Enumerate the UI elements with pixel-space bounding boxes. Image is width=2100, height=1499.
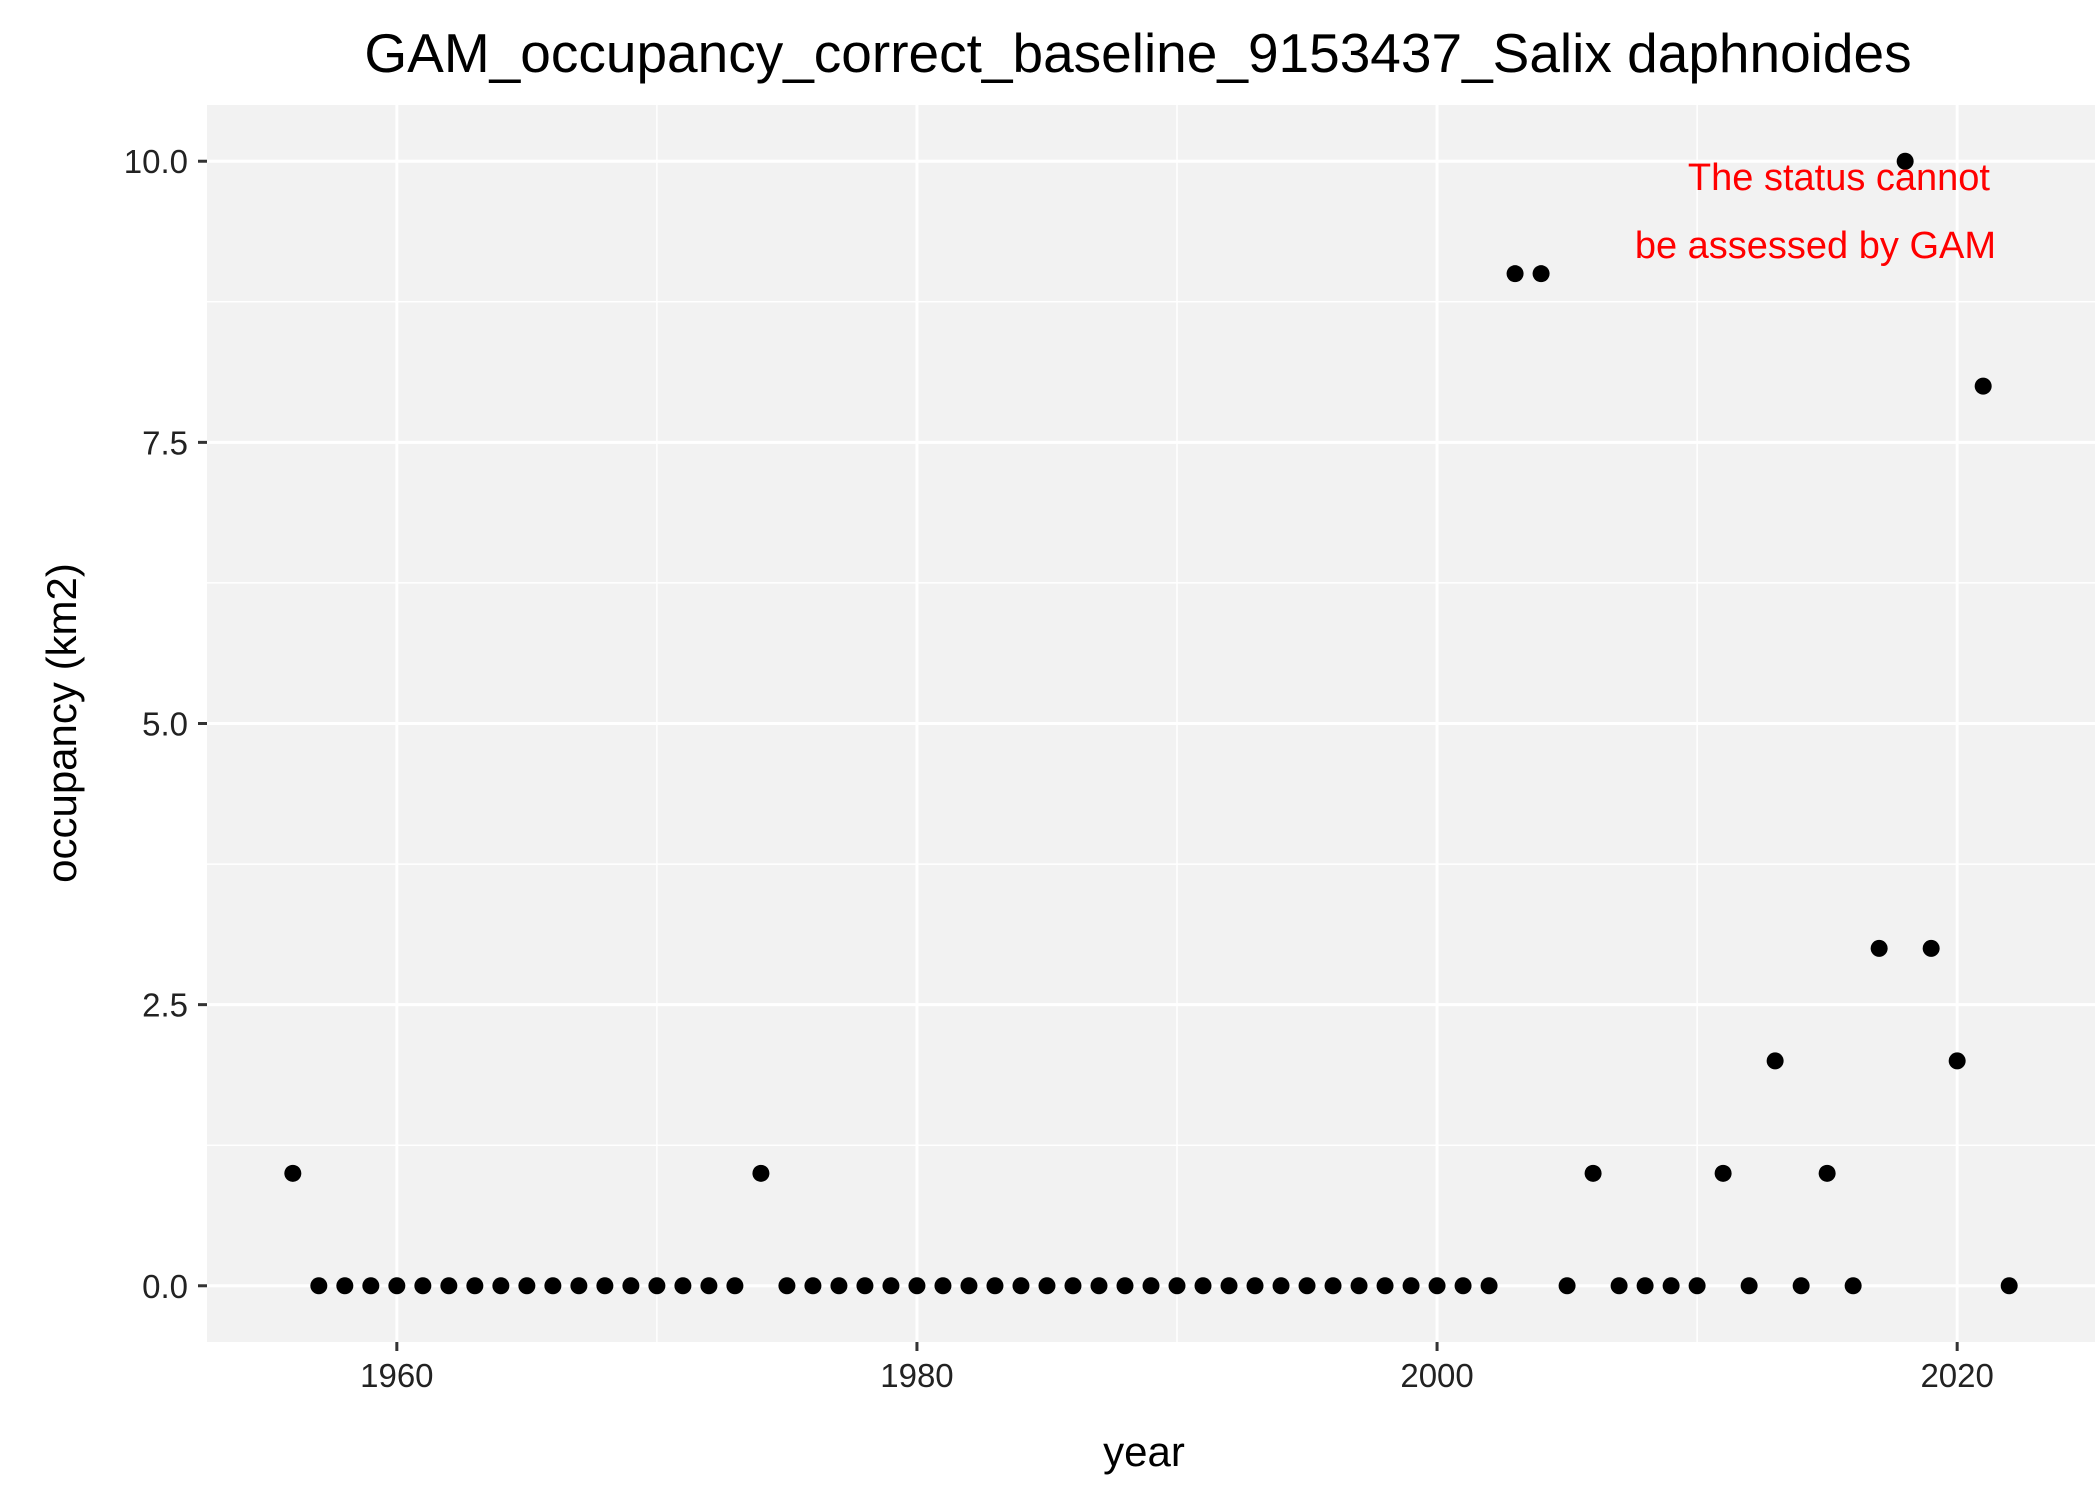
data-point: [1532, 265, 1550, 283]
data-point: [1480, 1277, 1498, 1295]
data-point: [1454, 1277, 1472, 1295]
data-point: [1688, 1277, 1706, 1295]
data-point: [1558, 1277, 1576, 1295]
chart-title: GAM_occupancy_correct_baseline_9153437_S…: [364, 22, 1911, 84]
data-point: [1402, 1277, 1420, 1295]
data-point: [492, 1277, 510, 1295]
data-point: [1090, 1277, 1108, 1295]
x-tick-label: 1960: [360, 1357, 433, 1394]
data-point: [934, 1277, 952, 1295]
data-point: [1012, 1277, 1030, 1295]
data-point: [1038, 1277, 1056, 1295]
y-axis-title: occupancy (km2): [38, 563, 85, 883]
data-point: [544, 1277, 562, 1295]
data-point: [726, 1277, 744, 1295]
data-point: [986, 1277, 1004, 1295]
data-point: [1714, 1164, 1732, 1182]
data-point: [1818, 1164, 1836, 1182]
data-point: [1636, 1277, 1654, 1295]
data-point: [388, 1277, 406, 1295]
data-point: [284, 1164, 302, 1182]
data-point: [830, 1277, 848, 1295]
data-point: [778, 1277, 796, 1295]
x-axis-title: year: [1103, 1428, 1185, 1475]
data-point: [882, 1277, 900, 1295]
data-point: [1610, 1277, 1628, 1295]
data-point: [752, 1164, 770, 1182]
data-point: [1298, 1277, 1316, 1295]
x-tick-label: 2020: [1920, 1357, 1993, 1394]
data-point: [648, 1277, 666, 1295]
data-point: [518, 1277, 536, 1295]
x-axis: 1960 1980 2000 2020: [360, 1342, 1994, 1394]
y-tick-label: 0.0: [142, 1268, 188, 1305]
data-point: [700, 1277, 718, 1295]
data-point: [1792, 1277, 1810, 1295]
data-point: [804, 1277, 822, 1295]
data-point: [1948, 1052, 1966, 1070]
data-point: [674, 1277, 692, 1295]
data-point: [856, 1277, 874, 1295]
y-tick-label: 7.5: [142, 424, 188, 461]
x-tick-label: 2000: [1400, 1357, 1473, 1394]
data-point: [1740, 1277, 1758, 1295]
data-point: [622, 1277, 640, 1295]
data-point: [570, 1277, 588, 1295]
y-tick-label: 10.0: [124, 143, 188, 180]
data-point: [310, 1277, 328, 1295]
data-point: [960, 1277, 978, 1295]
y-axis: 0.0 2.5 5.0 7.5 10.0: [124, 143, 207, 1305]
data-point: [1324, 1277, 1342, 1295]
data-point: [466, 1277, 484, 1295]
data-point: [596, 1277, 614, 1295]
data-point: [1870, 939, 1888, 957]
data-point: [1896, 152, 1914, 170]
data-point: [1168, 1277, 1186, 1295]
grid-major: [207, 105, 2095, 1342]
data-point: [1194, 1277, 1212, 1295]
data-point: [1428, 1277, 1446, 1295]
data-point: [440, 1277, 458, 1295]
data-point: [1246, 1277, 1264, 1295]
annotation-line-1: The status cannot: [1688, 157, 1991, 199]
data-point: [1584, 1164, 1602, 1182]
data-point: [1506, 265, 1524, 283]
data-point: [1272, 1277, 1290, 1295]
y-tick-label: 5.0: [142, 706, 188, 743]
data-point: [414, 1277, 432, 1295]
data-point: [1116, 1277, 1134, 1295]
data-point: [336, 1277, 354, 1295]
data-points: [284, 152, 2018, 1295]
annotation-line-2: be assessed by GAM: [1635, 225, 1996, 267]
data-point: [2000, 1277, 2018, 1295]
data-point: [1376, 1277, 1394, 1295]
data-point: [1766, 1052, 1784, 1070]
data-point: [1844, 1277, 1862, 1295]
data-point: [1974, 377, 1992, 395]
data-point: [1064, 1277, 1082, 1295]
x-tick-label: 1980: [880, 1357, 953, 1394]
data-point: [1350, 1277, 1368, 1295]
data-point: [1142, 1277, 1160, 1295]
data-point: [1922, 939, 1940, 957]
data-point: [362, 1277, 380, 1295]
data-point: [1220, 1277, 1238, 1295]
data-point: [908, 1277, 926, 1295]
y-tick-label: 2.5: [142, 987, 188, 1024]
data-point: [1662, 1277, 1680, 1295]
